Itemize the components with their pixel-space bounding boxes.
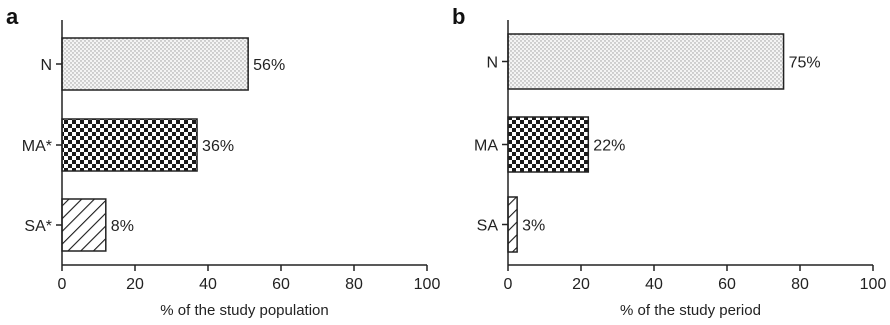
panel-letter: b [452,4,465,29]
bar-ma [507,116,590,173]
data-label: 75% [789,55,821,72]
x-tick-label: 80 [791,276,809,293]
x-axis-title: % of the study period [620,302,761,319]
category-label: SA [477,218,499,235]
x-tick-label: 40 [199,276,217,293]
x-tick-label: 20 [572,276,590,293]
category-label: SA* [24,218,52,235]
panel-a: a N 56% MA* 36% SA* 8% 0 20 40 60 80 100 % of the stu… [6,4,440,319]
data-label: 36% [202,138,234,155]
x-tick-label: 0 [504,276,513,293]
x-tick-label: 60 [718,276,736,293]
x-tick-label: 100 [414,276,441,293]
panel-letter: a [6,4,19,29]
bar-sa [507,196,518,253]
x-tick-label: 100 [860,276,887,293]
data-label: 3% [522,218,545,235]
data-label: 22% [593,138,625,155]
x-tick-label: 60 [272,276,290,293]
category-label: MA [474,138,498,155]
data-label: 8% [111,218,134,235]
bar-ma [61,118,198,172]
bar-n [507,33,785,90]
x-axis-title: % of the study population [160,302,328,319]
category-label: N [486,55,498,72]
category-label: N [40,57,52,74]
x-tick-label: 80 [345,276,363,293]
data-label: 56% [253,57,285,74]
x-tick-label: 40 [645,276,663,293]
bar-sa [61,198,107,252]
bar-n [61,37,249,91]
x-tick-label: 0 [58,276,67,293]
category-label: MA* [22,138,52,155]
panel-b: b N 75% MA 22% SA 3% 0 20 40 60 80 100 % of the study… [452,4,886,319]
x-tick-label: 20 [126,276,144,293]
